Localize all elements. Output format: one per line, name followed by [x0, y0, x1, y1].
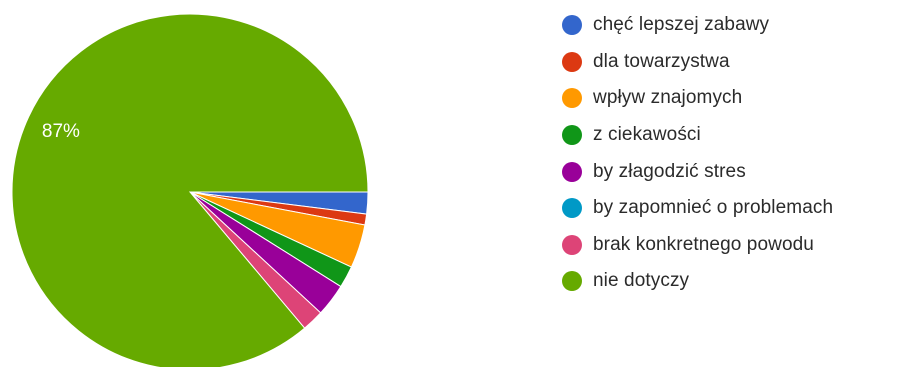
legend-swatch-icon — [562, 234, 582, 255]
pie-slices — [11, 13, 369, 367]
legend-item: dla towarzystwa — [562, 44, 833, 81]
legend-item: by zapomnieć o problemach — [562, 190, 833, 227]
legend-swatch-icon — [562, 161, 582, 182]
legend-swatch-icon — [562, 51, 582, 72]
legend-label: chęć lepszej zabawy — [593, 14, 770, 36]
slice-data-label: 87% — [42, 121, 80, 142]
pie-chart-svg: 87% — [11, 13, 369, 367]
legend-label: by zapomnieć o problemach — [593, 197, 834, 219]
legend-swatch-icon — [562, 198, 582, 219]
legend-label: wpływ znajomych — [593, 87, 743, 109]
pie-slice-labels: 87% — [42, 121, 80, 142]
legend-label: nie dotyczy — [593, 270, 690, 292]
pie-slice — [11, 13, 369, 367]
legend-item: chęć lepszej zabawy — [562, 7, 833, 44]
legend-item: brak konkretnego powodu — [562, 227, 833, 264]
legend-item: nie dotyczy — [562, 263, 833, 300]
legend: chęć lepszej zabawy dla towarzystwa wpływ … — [562, 7, 833, 300]
legend-swatch-icon — [562, 88, 582, 109]
legend-label: z ciekawości — [593, 124, 701, 146]
legend-swatch-icon — [562, 15, 582, 36]
legend-item: z ciekawości — [562, 117, 833, 154]
legend-item: by złagodzić stres — [562, 153, 833, 190]
legend-label: dla towarzystwa — [593, 50, 730, 72]
legend-swatch-icon — [562, 271, 582, 292]
legend-item: wpływ znajomych — [562, 80, 833, 117]
legend-label: by złagodzić stres — [593, 160, 746, 182]
legend-swatch-icon — [562, 125, 582, 146]
legend-label: brak konkretnego powodu — [593, 233, 814, 255]
